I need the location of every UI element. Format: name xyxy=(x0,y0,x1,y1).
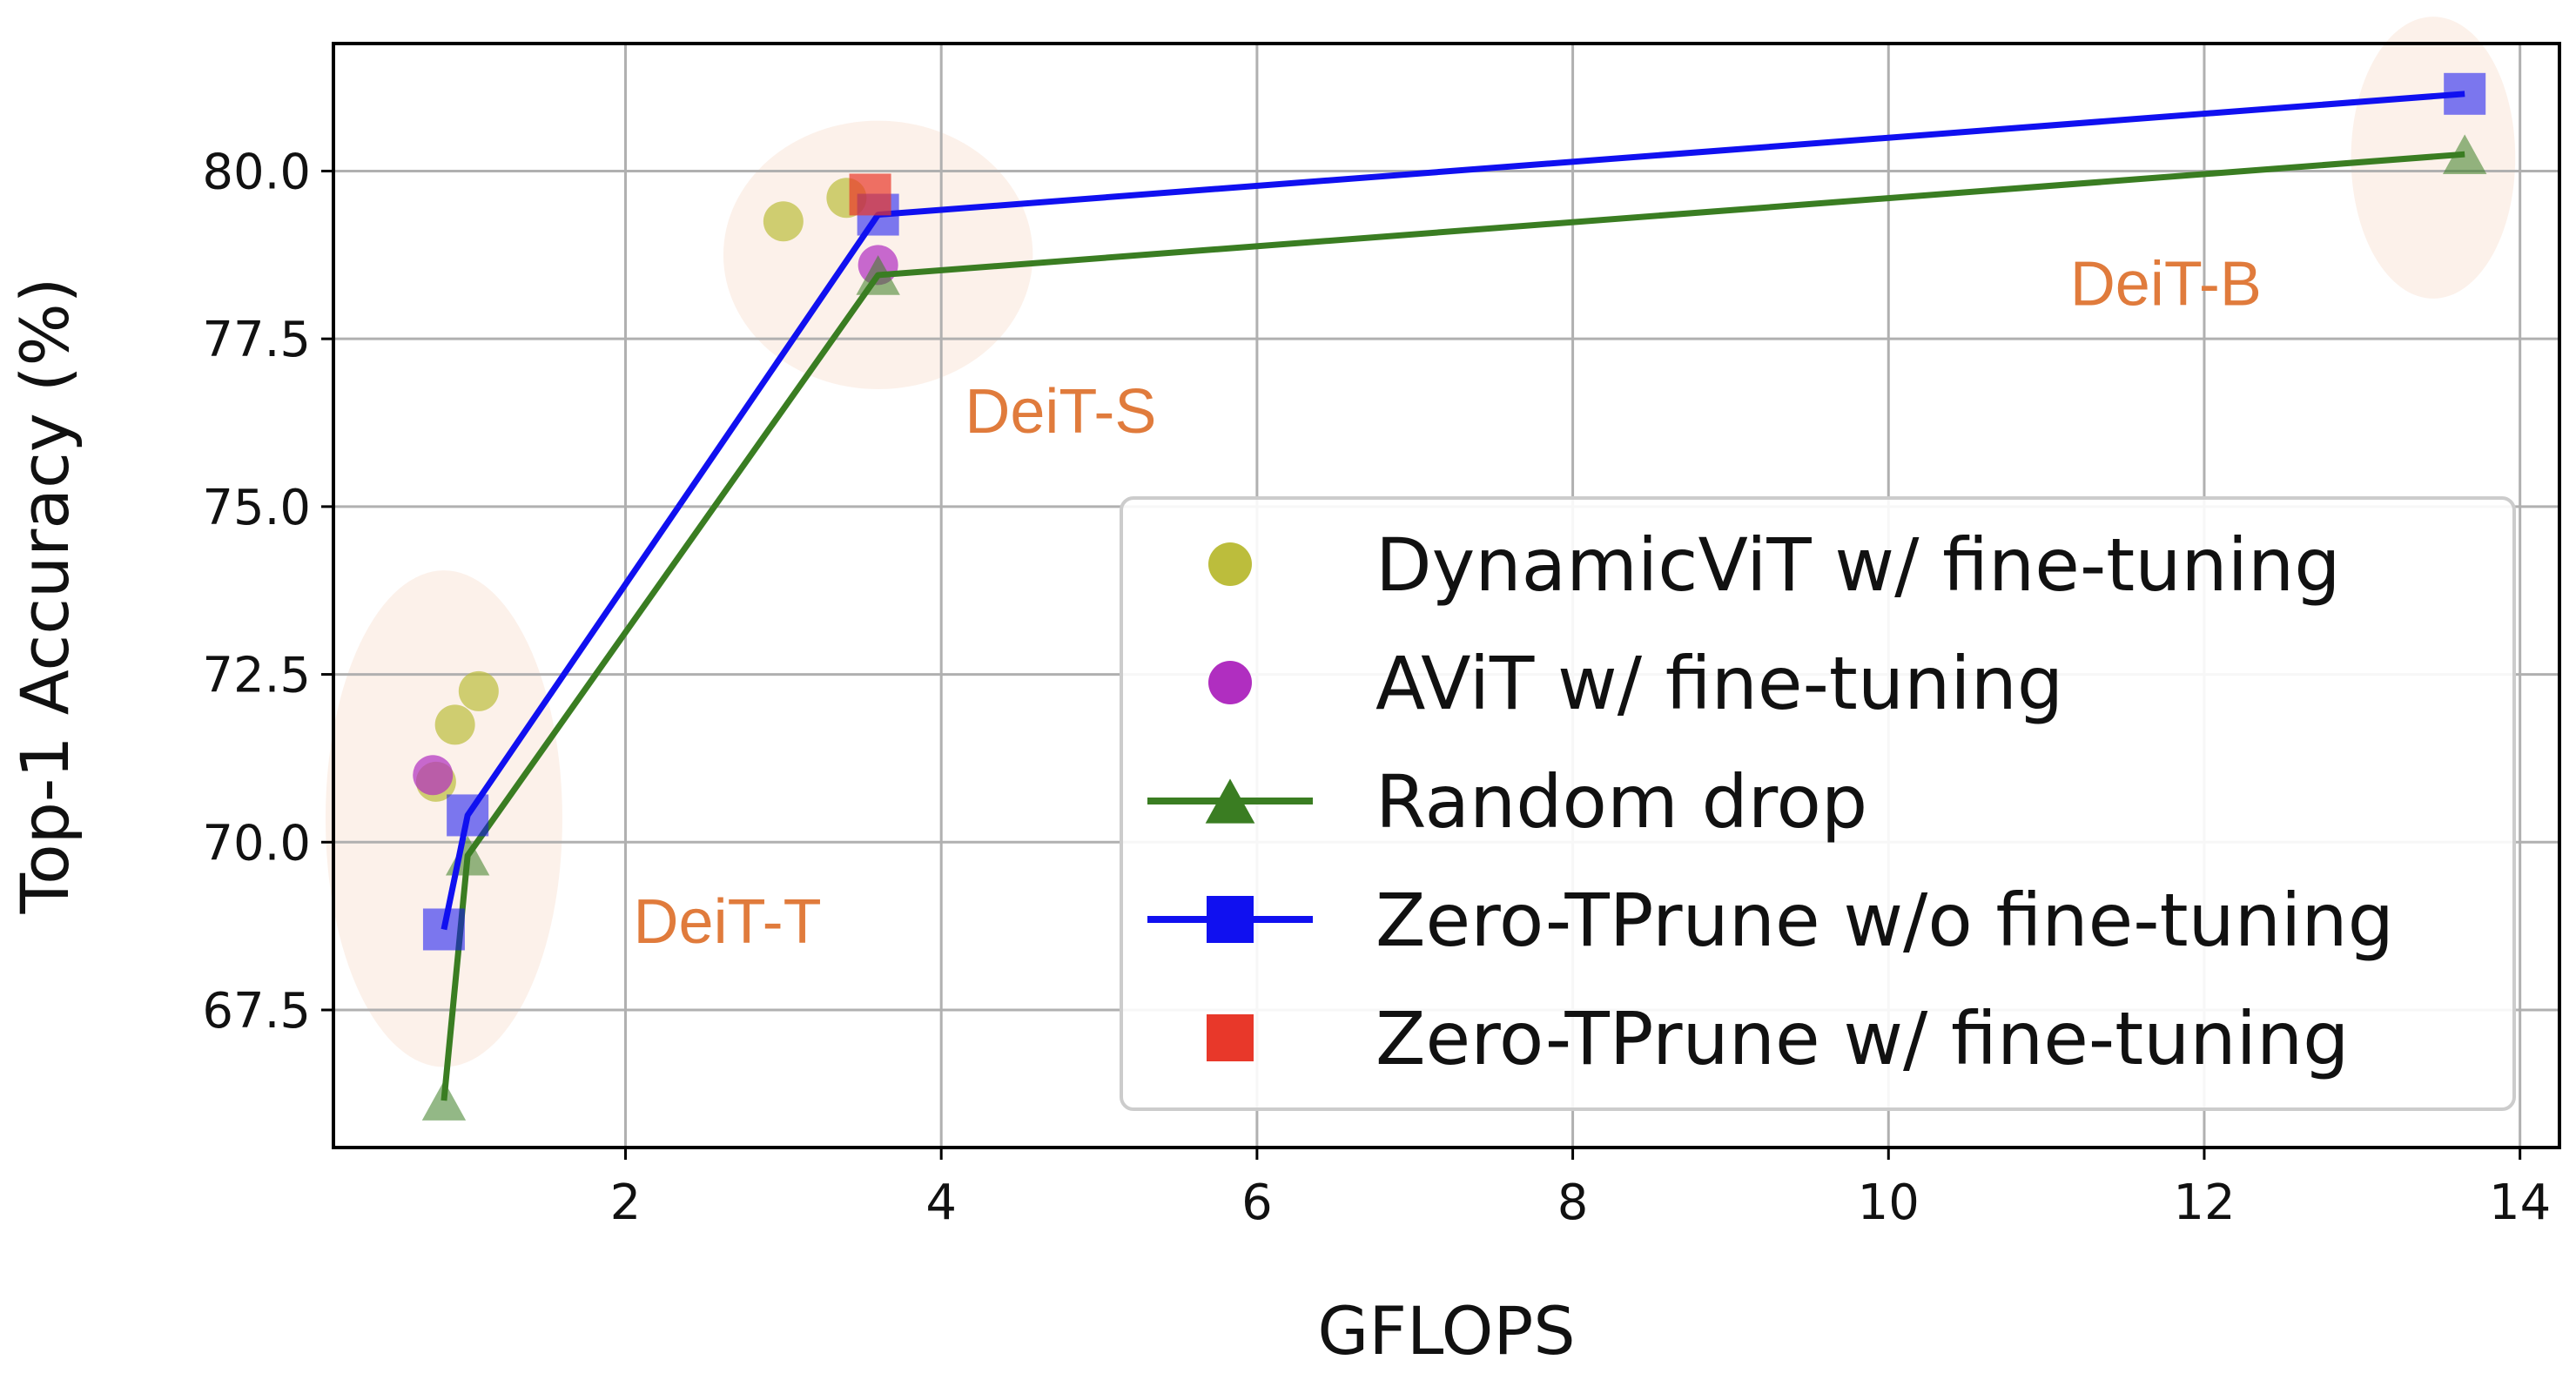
x-tick-label-0: 2 xyxy=(610,1175,642,1231)
series-zero_w xyxy=(849,173,891,216)
series-line-zero_wo xyxy=(441,91,2465,931)
y-tick-label-2: 72.5 xyxy=(202,648,311,704)
data-series xyxy=(413,72,2487,1121)
legend-marker-zero_wo xyxy=(1207,896,1254,943)
legend-label-random: Random drop xyxy=(1375,759,1867,845)
point-avit-0 xyxy=(413,755,454,796)
point-random-2 xyxy=(856,255,900,295)
legend-marker-avit xyxy=(1208,661,1252,704)
group-label-deit-b: DeiT-B xyxy=(2070,250,2262,320)
group-ellipse-deit-t xyxy=(325,570,562,1067)
y-tick-label-3: 75.0 xyxy=(202,480,311,536)
x-axis-label: GFLOPS xyxy=(1317,1292,1575,1370)
legend-label-zero_wo: Zero-TPrune w/o fine-tuning xyxy=(1375,878,2394,963)
y-tick-label-1: 70.0 xyxy=(202,815,311,872)
group-highlights xyxy=(325,17,2516,1067)
y-axis-label: Top-1 Accuracy (%) xyxy=(6,278,84,915)
point-random-3 xyxy=(2442,134,2487,174)
point-zero_wo-1 xyxy=(447,794,489,837)
x-tick-label-4: 10 xyxy=(1858,1175,1920,1231)
y-tick-label-5: 80.0 xyxy=(202,144,311,200)
point-random-0 xyxy=(421,1080,467,1121)
point-zero_wo-0 xyxy=(422,908,465,951)
point-zero_w-0 xyxy=(849,173,891,216)
point-dynamicvit-3 xyxy=(763,201,804,242)
axis-ticks: 2 4 6 8 10 12 14 67.5 70.0 72.5 75.0 77.5 80.0 xyxy=(202,144,2551,1231)
group-label-deit-t: DeiT-T xyxy=(634,887,822,957)
legend-label-zero_w: Zero-TPrune w/ fine-tuning xyxy=(1375,996,2350,1081)
legend-marker-random xyxy=(1205,778,1255,824)
y-tick-label-0: 67.5 xyxy=(202,983,311,1040)
group-label-deit-s: DeiT-S xyxy=(965,377,1156,447)
legend-marker-zero_w xyxy=(1207,1014,1254,1061)
legend: DynamicViT w/ fine-tuning AViT w/ fine-tu… xyxy=(1120,496,2516,1111)
point-dynamicvit-2 xyxy=(458,670,499,711)
x-tick-label-2: 6 xyxy=(1241,1175,1273,1231)
x-tick-label-1: 4 xyxy=(925,1175,957,1231)
y-tick-label-4: 77.5 xyxy=(202,312,311,368)
plot-frame xyxy=(332,42,2561,1149)
point-zero_wo-3 xyxy=(2444,72,2486,115)
legend-box xyxy=(1120,496,2516,1111)
series-random xyxy=(421,134,2487,1121)
x-tick-label-5: 12 xyxy=(2173,1175,2235,1231)
x-tick-label-6: 14 xyxy=(2489,1175,2551,1231)
x-tick-label-3: 8 xyxy=(1557,1175,1589,1231)
legend-label-dynamicvit: DynamicViT w/ fine-tuning xyxy=(1375,522,2341,608)
legend-marker-dynamicvit xyxy=(1208,542,1252,586)
series-line-random xyxy=(441,151,2465,1101)
point-dynamicvit-1 xyxy=(434,704,475,745)
group-labels: DeiT-T DeiT-S DeiT-B xyxy=(634,250,2262,957)
legend-label-avit: AViT w/ fine-tuning xyxy=(1375,641,2063,726)
